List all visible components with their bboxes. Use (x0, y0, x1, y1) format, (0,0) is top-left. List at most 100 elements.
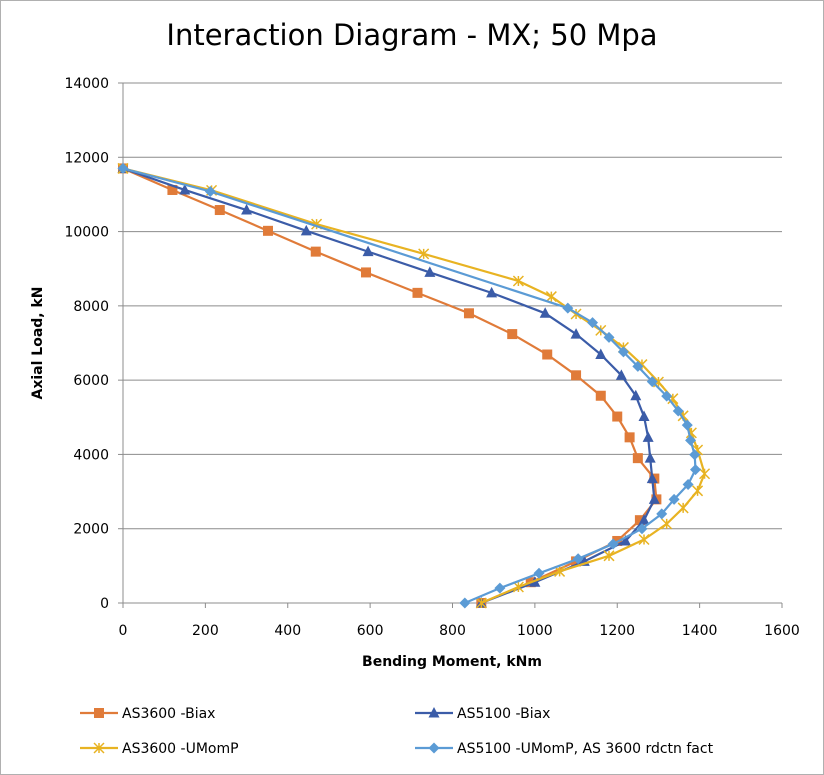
axes (118, 82, 783, 608)
x-tick-label: 800 (439, 623, 466, 639)
series-1 (118, 163, 662, 608)
legend-label: AS3600 -UMomP (122, 741, 239, 757)
data-point (646, 472, 658, 484)
y-tick-label: 10000 (64, 225, 109, 241)
data-point (689, 449, 701, 461)
data-point (617, 346, 629, 358)
y-tick-label: 14000 (64, 76, 109, 92)
x-tick-label: 1000 (517, 623, 553, 639)
data-point (685, 434, 697, 446)
series-line (122, 167, 656, 605)
data-point (507, 329, 518, 340)
data-point (636, 523, 648, 535)
x-tick-label: 0 (119, 623, 128, 639)
data-point (656, 508, 668, 520)
data-point (595, 348, 607, 360)
x-tick-label: 1200 (599, 623, 635, 639)
legend-item: AS3600 -UMomP (80, 741, 239, 757)
data-point (603, 331, 615, 343)
data-point (179, 183, 191, 195)
data-point (638, 533, 650, 546)
y-tick-label: 6000 (73, 373, 109, 389)
data-point (262, 225, 273, 236)
data-point (690, 464, 702, 476)
data-point (459, 597, 471, 609)
data-point (632, 360, 644, 372)
series-4 (117, 162, 702, 609)
data-point (699, 468, 711, 480)
y-tick-label: 4000 (73, 447, 109, 463)
data-point (475, 597, 487, 609)
data-point (418, 248, 430, 260)
series-line (122, 167, 697, 605)
data-point (361, 267, 372, 278)
tick-labels: 0 2000 4000 6000 8000 10000 12000 14000 0 200 400 6… (64, 76, 799, 639)
data-point (638, 514, 650, 525)
data-point (661, 518, 673, 530)
data-point (630, 389, 642, 401)
gridlines (123, 82, 782, 530)
data-point (615, 369, 627, 380)
data-point (167, 184, 178, 195)
legend-label: AS5100 -UMomP, AS 3600 rdctn fact (457, 741, 714, 757)
x-tick-label: 600 (357, 623, 384, 639)
data-point (668, 493, 680, 505)
legend: AS3600 -Biax AS5100 -Biax AS3600 -UMomP AS5… (80, 706, 714, 757)
data-point (648, 493, 660, 504)
data-point (241, 204, 253, 215)
data-point (204, 185, 216, 197)
data-point (661, 390, 673, 402)
legend-marker (428, 742, 440, 754)
data-point (486, 286, 498, 298)
data-point (570, 328, 582, 339)
data-point (300, 224, 312, 236)
data-point (619, 534, 631, 546)
data-point (424, 266, 436, 277)
data-point (512, 275, 524, 287)
data-point (463, 308, 474, 319)
legend-label: AS5100 -Biax (457, 706, 550, 722)
legend-marker (94, 708, 104, 718)
y-tick-label: 0 (100, 596, 109, 612)
data-point (587, 317, 599, 329)
x-tick-label: 200 (192, 623, 219, 639)
data-point (644, 452, 656, 463)
data-point (638, 410, 650, 422)
data-point (412, 287, 423, 298)
legend-item: AS5100 -UMomP, AS 3600 rdctn fact (415, 741, 714, 757)
data-point (554, 565, 566, 577)
series-layer (117, 162, 711, 609)
data-point (362, 245, 374, 257)
data-point (214, 205, 225, 216)
data-point (494, 582, 506, 594)
data-point (646, 376, 658, 388)
data-point (612, 411, 623, 422)
legend-label: AS3600 -Biax (122, 706, 215, 722)
data-point (677, 502, 689, 514)
data-point (542, 349, 553, 360)
y-tick-label: 8000 (73, 299, 109, 315)
data-point (595, 390, 606, 401)
data-point (603, 550, 615, 562)
x-tick-label: 1400 (682, 623, 718, 639)
data-point (672, 405, 684, 417)
y-tick-label: 2000 (73, 522, 109, 538)
data-point (632, 453, 643, 464)
chart-title: Interaction Diagram - MX; 50 Mpa (166, 18, 658, 52)
data-point (533, 567, 545, 579)
data-point (310, 246, 321, 257)
data-point (512, 581, 524, 593)
data-point (562, 302, 574, 314)
data-point (692, 485, 704, 497)
legend-marker (428, 707, 440, 718)
legend-item: AS5100 -Biax (415, 706, 550, 722)
x-tick-label: 1600 (764, 623, 800, 639)
data-point (539, 307, 551, 318)
y-axis-title: Axial Load, kN (30, 286, 46, 399)
data-point (682, 479, 694, 491)
legend-item: AS3600 -Biax (80, 706, 215, 722)
legend-marker (93, 742, 105, 754)
series-line (122, 167, 658, 605)
